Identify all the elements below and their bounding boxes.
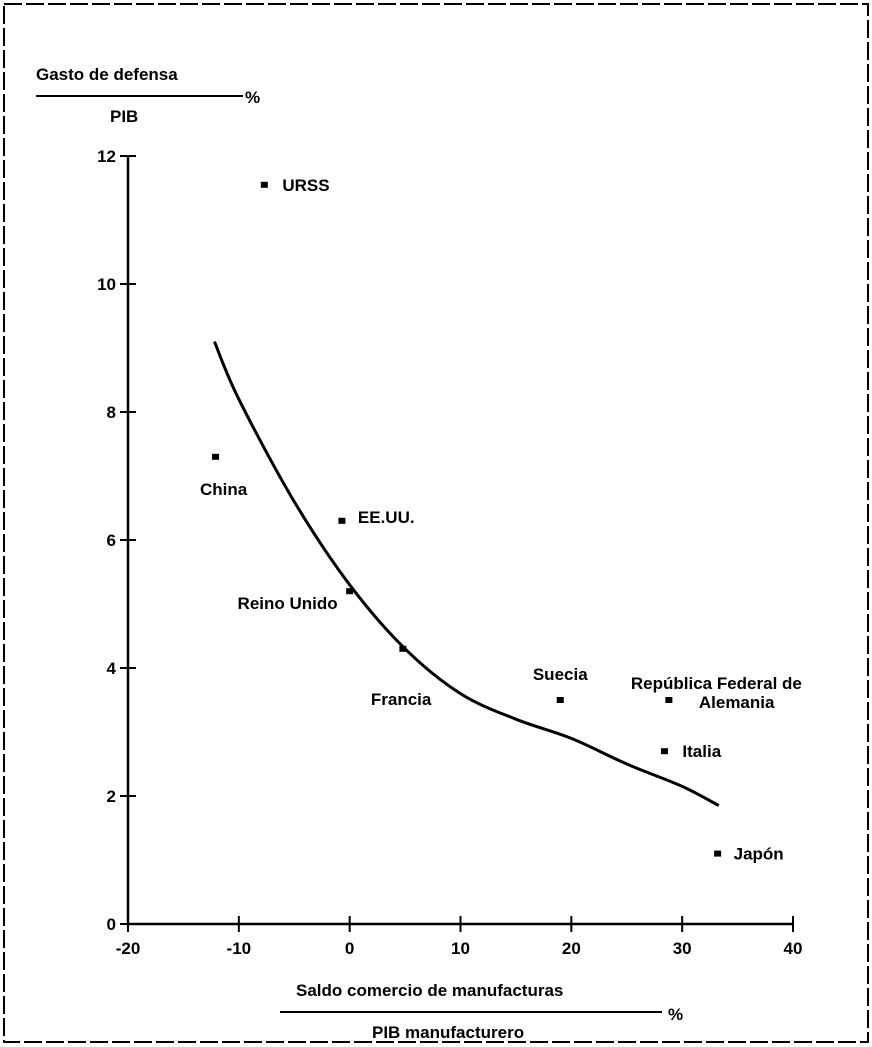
data-point (714, 850, 722, 857)
x-tick-label: 0 (345, 939, 354, 958)
point-label: Italia (682, 742, 721, 761)
y-axis-title: Gasto de defensa % PIB (36, 65, 260, 126)
y-title-numerator: Gasto de defensa (36, 65, 178, 84)
x-tick-label: 40 (784, 939, 803, 958)
point-label: EE.UU. (358, 508, 415, 527)
point-label: Francia (371, 690, 432, 709)
point-label: Reino Unido (238, 594, 338, 613)
x-title-denominator: PIB manufacturero (372, 1023, 524, 1042)
y-tick-label: 4 (107, 659, 117, 678)
y-tick-label: 0 (107, 915, 116, 934)
y-tick-label: 12 (97, 147, 116, 166)
y-tick-label: 8 (107, 403, 116, 422)
data-point (556, 697, 564, 703)
data-point (260, 181, 268, 188)
data-point (212, 453, 220, 460)
point-label: República Federal de Alemania (631, 674, 802, 712)
trend-line (213, 341, 720, 807)
data-point (660, 748, 668, 755)
point-label-line: República Federal de (631, 674, 802, 693)
x-tick-label: 30 (673, 939, 692, 958)
point-label-line: Alemania (699, 693, 775, 712)
point-label: Suecia (533, 665, 588, 684)
data-point (399, 645, 407, 652)
point-labels: URSS China EE.UU. Reino Unido Francia Suecia R… (200, 176, 802, 864)
x-tick-label: 10 (451, 939, 470, 958)
data-point (346, 588, 354, 595)
y-title-denominator: PIB (110, 107, 138, 126)
data-points (212, 181, 722, 857)
point-label: Japón (734, 845, 784, 864)
axes: -20 -10 0 10 20 30 40 0 2 4 6 8 10 12 (97, 147, 802, 958)
y-tick-label: 6 (107, 531, 116, 550)
x-title-numerator: Saldo comercio de manufacturas (296, 981, 563, 1000)
data-point (338, 517, 346, 524)
x-tick-label: 20 (562, 939, 581, 958)
y-tick-label: 10 (97, 275, 116, 294)
x-title-unit: % (668, 1005, 683, 1024)
point-label: China (200, 480, 248, 499)
y-tick-label: 2 (107, 787, 116, 806)
point-label: URSS (282, 176, 329, 195)
y-title-unit: % (245, 88, 260, 107)
x-axis-title: Saldo comercio de manufacturas % PIB man… (280, 981, 683, 1042)
trend-line-layer (213, 341, 720, 807)
chart-border (3, 3, 869, 1043)
x-tick-label: -10 (227, 939, 252, 958)
x-tick-label: -20 (116, 939, 141, 958)
data-point (665, 697, 673, 703)
